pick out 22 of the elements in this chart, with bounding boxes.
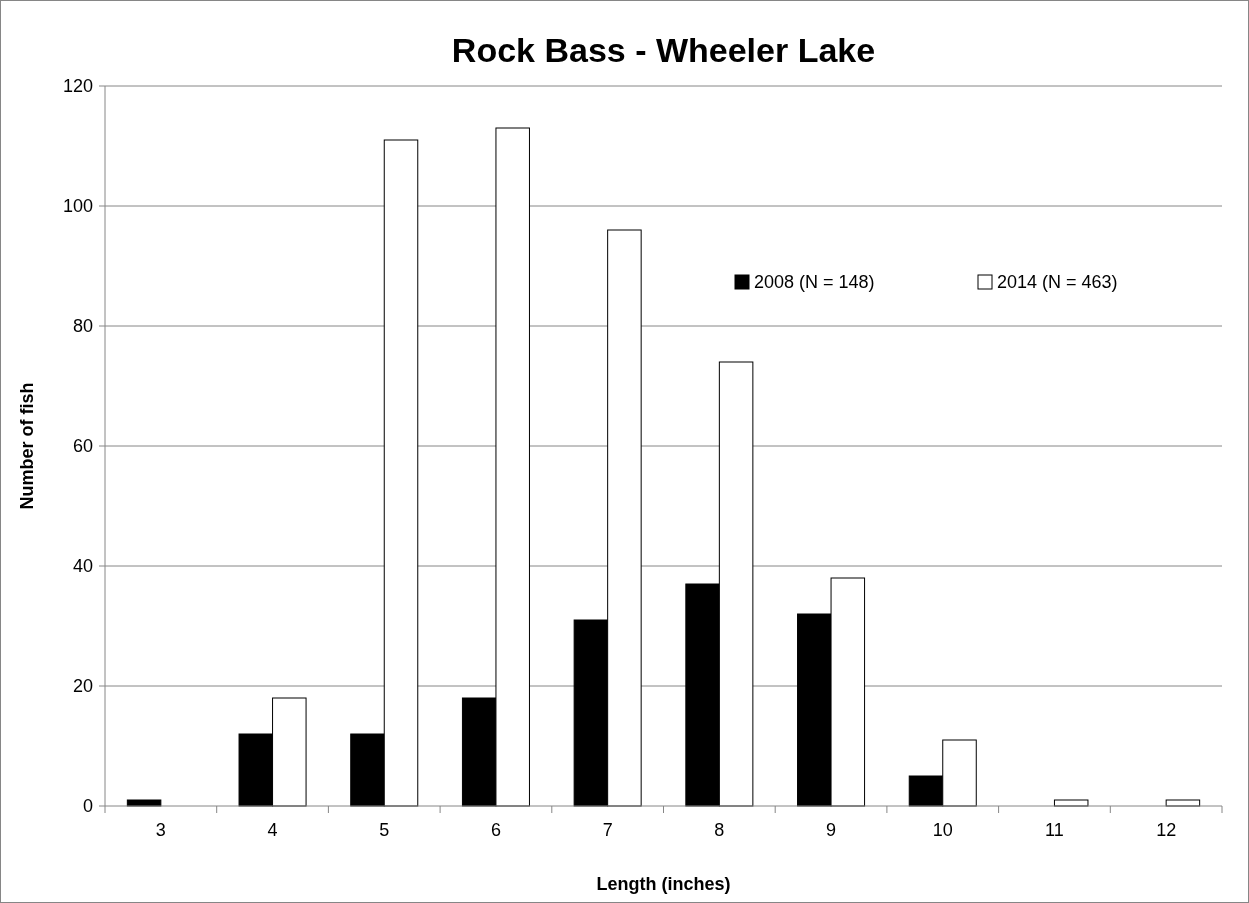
chart-title: Rock Bass - Wheeler Lake (451, 31, 876, 69)
x-tick-label: 5 (379, 820, 390, 840)
x-tick-label: 7 (602, 820, 613, 840)
x-tick-label: 12 (1156, 820, 1177, 840)
x-tick-label: 8 (714, 820, 725, 840)
y-tick-label: 60 (72, 436, 93, 457)
legend-label: 2014 (N = 463) (997, 272, 1118, 293)
x-tick-label: 3 (155, 820, 166, 840)
y-axis-title: Number of fish (17, 382, 37, 510)
x-tick-label: 4 (267, 820, 278, 840)
legend-label: 2008 (N = 148) (754, 272, 875, 293)
x-axis-title: Length (inches) (596, 874, 731, 894)
y-tick-label: 0 (82, 796, 93, 817)
y-tick-label: 80 (72, 316, 93, 337)
x-tick-label: 6 (490, 820, 501, 840)
x-tick-label: 10 (932, 820, 953, 840)
y-tick-label: 100 (62, 196, 93, 217)
x-tick-label: 11 (1045, 820, 1064, 840)
y-tick-label: 120 (62, 76, 93, 97)
y-tick-label: 40 (72, 556, 93, 577)
y-tick-label: 20 (72, 676, 93, 697)
x-tick-label: 9 (826, 820, 837, 840)
